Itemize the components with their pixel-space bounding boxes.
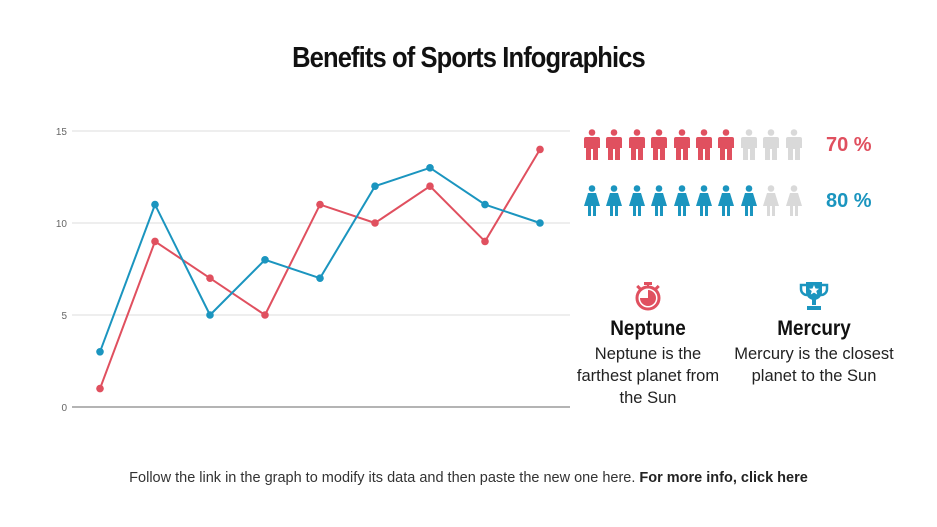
data-point xyxy=(426,164,434,172)
more-info-link[interactable]: For more info, click here xyxy=(639,470,808,486)
series-line-1 xyxy=(99,166,541,353)
data-point xyxy=(261,255,269,264)
data-point xyxy=(316,274,324,283)
woman-icon xyxy=(673,185,690,216)
feature-title: Neptune xyxy=(610,317,686,340)
stopwatch-icon xyxy=(635,282,661,311)
y-tick-label: 15 xyxy=(56,127,68,138)
woman-icon xyxy=(628,185,645,216)
data-point xyxy=(206,311,214,319)
y-tick-label: 5 xyxy=(61,311,67,322)
woman-icon xyxy=(785,185,802,216)
feature-text: Neptune is the farthest planet from the … xyxy=(576,345,720,407)
trophy-icon xyxy=(799,282,829,310)
feature-text: Mercury is the closest planet to the Sun xyxy=(734,345,894,385)
woman-icon xyxy=(606,185,623,216)
data-point xyxy=(206,274,214,283)
data-point xyxy=(151,237,159,246)
data-point xyxy=(96,384,104,393)
man-icon xyxy=(651,129,668,160)
feature-neptune: Neptune Neptune is the farthest planet f… xyxy=(568,280,728,409)
woman-icon xyxy=(763,185,780,216)
footer-text: Follow the link in the graph to modify i… xyxy=(129,470,640,486)
data-point xyxy=(96,348,104,356)
y-tick-label: 10 xyxy=(56,219,68,230)
man-icon xyxy=(673,129,690,160)
data-point xyxy=(536,219,544,227)
series-line-0 xyxy=(99,148,541,389)
man-icon xyxy=(584,129,600,160)
woman-icon xyxy=(651,185,668,216)
data-point xyxy=(261,311,269,319)
woman-icon-row xyxy=(583,185,803,216)
man-icon xyxy=(718,129,735,160)
data-point xyxy=(316,200,324,209)
man-icon xyxy=(628,129,645,160)
man-icon xyxy=(740,129,757,160)
footer: Follow the link in the graph to modify i… xyxy=(0,470,937,486)
data-point xyxy=(536,145,544,154)
woman-icon xyxy=(740,185,757,216)
woman-icon xyxy=(695,185,712,216)
data-point xyxy=(481,200,489,209)
man-icon xyxy=(606,129,623,160)
stat-percent-women: 80 % xyxy=(826,190,872,212)
man-icon xyxy=(763,129,780,160)
man-icon-row xyxy=(583,129,803,160)
data-point xyxy=(481,237,489,246)
y-tick-label: 0 xyxy=(61,403,67,414)
data-point xyxy=(151,200,159,209)
stat-percent-men: 70 % xyxy=(826,134,872,156)
man-icon xyxy=(695,129,712,160)
data-point xyxy=(426,182,434,190)
line-chart: 0 5 10 15 xyxy=(56,127,570,414)
data-point xyxy=(371,182,379,190)
woman-icon xyxy=(584,185,600,216)
woman-icon xyxy=(718,185,735,216)
feature-title: Mercury xyxy=(777,317,851,340)
data-point xyxy=(371,219,379,227)
page-title: Benefits of Sports Infographics xyxy=(292,42,646,74)
feature-mercury: Mercury Mercury is the closest planet to… xyxy=(734,280,894,387)
man-icon xyxy=(785,129,802,160)
